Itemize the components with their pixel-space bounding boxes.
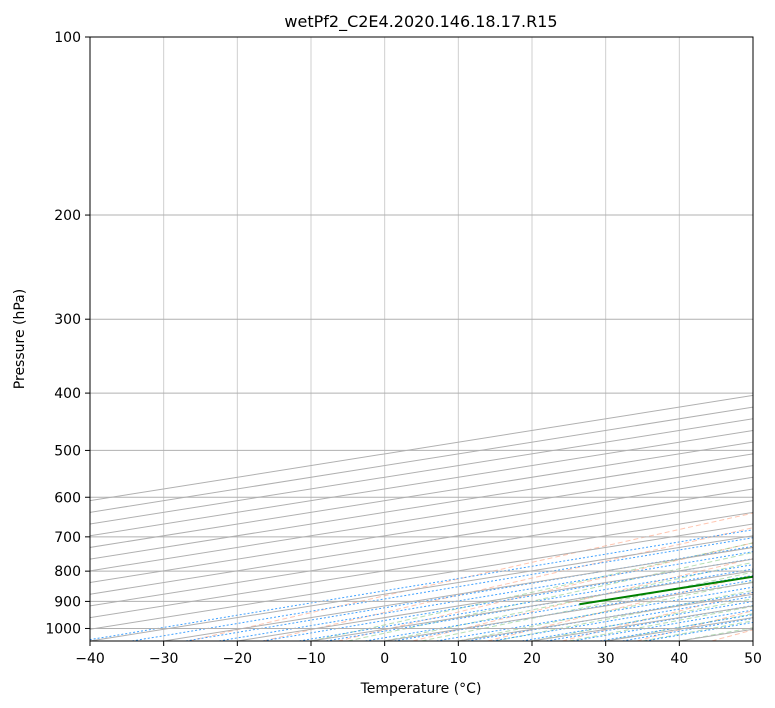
x-tick-label: −10 [296,651,326,667]
isotherm-line [90,511,753,619]
dry-adiabat-line [188,512,753,641]
x-tick-label: 30 [597,651,615,667]
x-tick-label: −30 [149,651,179,667]
y-tick-label: 300 [54,312,81,328]
isotherm-line [90,488,753,595]
isotherm-line [90,476,753,584]
y-tick-label: 100 [54,30,81,46]
x-tick-label: −20 [223,651,253,667]
mixing-ratio-line [218,551,753,641]
x-tick-label: 40 [670,651,688,667]
plot-frame [89,36,754,642]
mixing-ratio-line [326,568,753,641]
moist-adiabat-line [384,561,753,641]
y-tick-label: 1000 [45,621,81,637]
isotherm-line [90,453,753,560]
mixing-ratio-line [262,558,753,641]
axis-ticks: −40 −30 −20 −10 0 10 20 30 40 50 1000 900 800 700 600 5… [45,30,762,667]
chart-title: wetPf2_C2E4.2020.146.18.17.R15 [284,12,557,32]
grid-lines [90,37,753,641]
y-tick-label: 400 [54,386,81,402]
dry-adiabat-line [412,558,753,641]
x-tick-label: 10 [449,651,467,667]
x-tick-label: −40 [75,651,105,667]
isotherm-line [90,535,753,641]
moist-adiabat-line [421,571,753,641]
y-tick-label: 600 [54,490,81,506]
y-tick-label: 500 [54,443,81,459]
x-tick-label: 50 [744,651,762,667]
y-tick-label: 700 [54,530,81,546]
y-tick-label: 900 [54,594,81,610]
isotherm-line [90,465,753,572]
x-tick-label: 0 [380,651,389,667]
x-tick-label: 20 [523,651,541,667]
mixing-ratio-line [90,529,753,641]
isotherm-line [90,523,753,630]
isotherm-line [90,441,753,548]
mixing-ratio-line [299,564,753,641]
y-tick-label: 800 [54,564,81,580]
isotherm-line [90,500,753,607]
x-axis-label: Temperature (°C) [360,681,482,697]
y-axis-label: Pressure (hPa) [12,289,28,389]
moist-adiabat-line [495,589,753,641]
mixing-ratio-line [365,574,753,641]
dry-adiabat-line [562,591,753,641]
mixing-ratio-line [436,586,753,641]
y-tick-label: 200 [54,208,81,224]
